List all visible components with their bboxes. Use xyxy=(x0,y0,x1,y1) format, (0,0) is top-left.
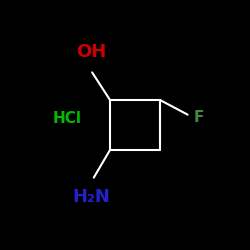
Text: H₂N: H₂N xyxy=(72,188,110,206)
Text: HCl: HCl xyxy=(53,111,82,126)
Text: F: F xyxy=(194,110,204,124)
Text: OH: OH xyxy=(76,43,106,61)
